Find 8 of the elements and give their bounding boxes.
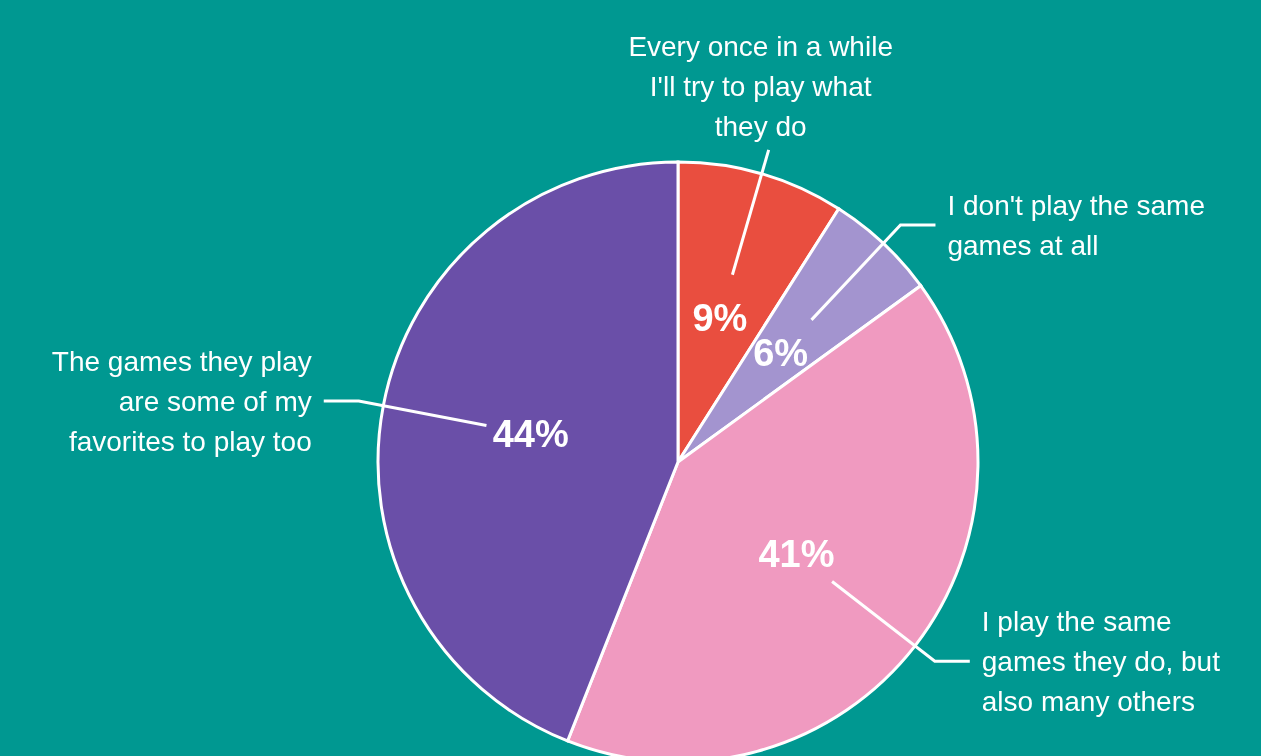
data-label: 6% <box>753 331 809 374</box>
slice-label: Every once in a while I'll try to play what they do <box>628 30 893 142</box>
slice-label: I play the same games they do, but also many others <box>981 605 1221 717</box>
data-label: 41% <box>758 532 835 575</box>
data-label: 9% <box>692 296 748 339</box>
slice-label: The games they play are some of my favorites to play too <box>51 345 312 457</box>
data-label: 44% <box>492 412 569 455</box>
slice-label: I don't play the same games at all <box>947 189 1205 261</box>
